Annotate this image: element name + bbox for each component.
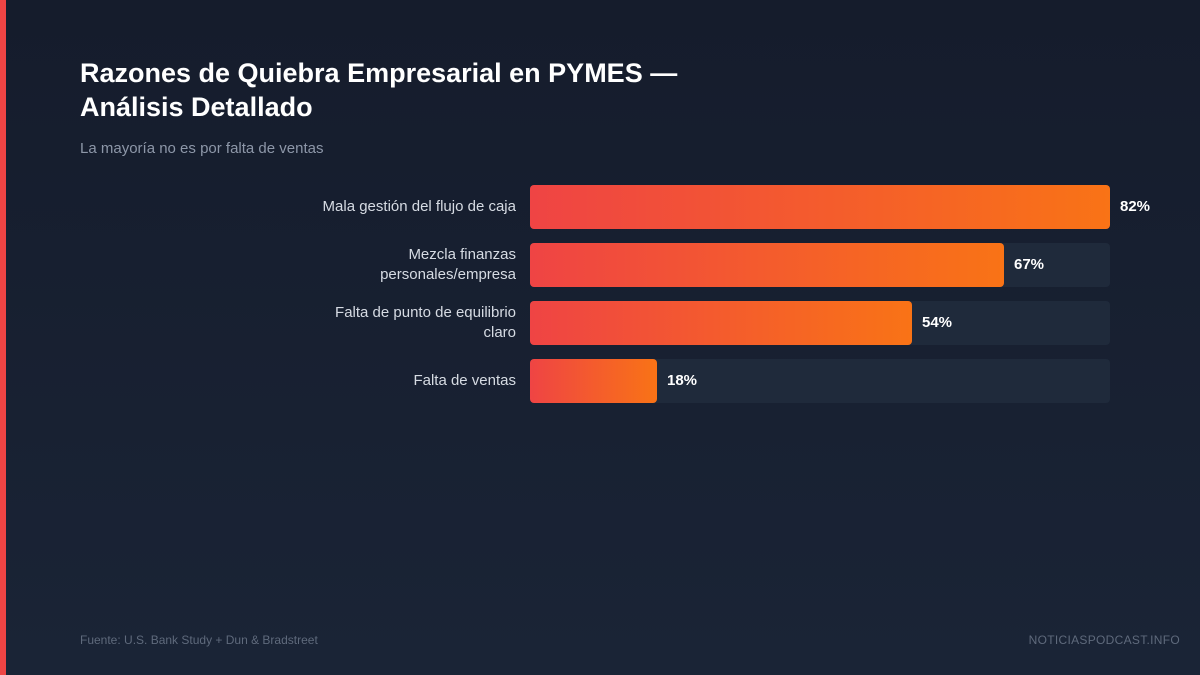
brand-watermark: NOTICIASPODCAST.INFO — [1028, 633, 1180, 647]
bar — [530, 243, 1004, 287]
bar — [530, 185, 1110, 229]
category-label: Mala gestión del flujo de caja — [322, 198, 516, 215]
value-label: 18% — [667, 372, 698, 389]
bar — [530, 359, 657, 403]
bar-row: Mala gestión del flujo de caja 82% — [0, 185, 1200, 229]
value-label: 54% — [922, 314, 953, 331]
left-accent-bar — [0, 0, 6, 675]
category-label: Falta de ventas — [413, 372, 516, 389]
bar-row: Mezcla finanzas personales/empresa 67% — [0, 243, 1200, 287]
chart-subtitle: La mayoría no es por falta de ventas — [80, 140, 324, 157]
value-label: 67% — [1014, 256, 1045, 273]
bar — [530, 301, 912, 345]
bar-row: Falta de punto de equilibrio claro 54% — [0, 301, 1200, 345]
value-label: 82% — [1120, 198, 1151, 215]
source-note: Fuente: U.S. Bank Study + Dun & Bradstre… — [80, 633, 318, 647]
bar-row: Falta de ventas 18% — [0, 359, 1200, 403]
chart-title: Razones de Quiebra Empresarial en PYMES … — [80, 58, 678, 122]
category-label: Falta de punto de equilibrio claro — [335, 304, 516, 341]
category-label: Mezcla finanzas personales/empresa — [380, 246, 516, 283]
